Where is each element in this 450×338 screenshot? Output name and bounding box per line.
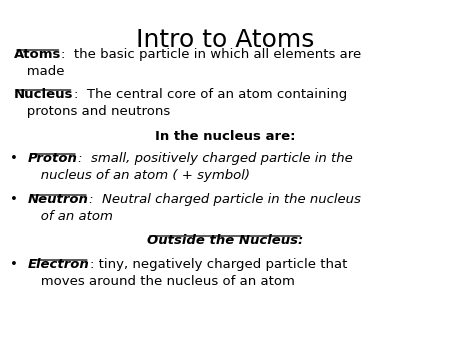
Text: :  the basic particle in which all elements are: : the basic particle in which all elemen… — [61, 48, 362, 61]
Text: protons and neutrons: protons and neutrons — [14, 105, 170, 118]
Text: made: made — [14, 65, 64, 78]
Text: •: • — [10, 258, 18, 271]
Text: of an atom: of an atom — [28, 210, 113, 223]
Text: Proton: Proton — [28, 152, 78, 165]
Text: moves around the nucleus of an atom: moves around the nucleus of an atom — [28, 275, 295, 288]
Text: :  Neutral charged particle in the nucleus: : Neutral charged particle in the nucleu… — [89, 193, 361, 206]
Text: Outside the Nucleus:: Outside the Nucleus: — [147, 234, 303, 247]
Text: Nucleus: Nucleus — [14, 88, 73, 101]
Text: nucleus of an atom ( + symbol): nucleus of an atom ( + symbol) — [28, 169, 250, 182]
Text: Neutron: Neutron — [28, 193, 89, 206]
Text: :  small, positively charged particle in the: : small, positively charged particle in … — [78, 152, 353, 165]
Text: Electron: Electron — [28, 258, 90, 271]
Text: :  The central core of an atom containing: : The central core of an atom containing — [73, 88, 347, 101]
Text: Intro to Atoms: Intro to Atoms — [136, 28, 314, 52]
Text: •: • — [10, 193, 18, 206]
Text: •: • — [10, 152, 18, 165]
Text: : tiny, negatively charged particle that: : tiny, negatively charged particle that — [90, 258, 347, 271]
Text: Atoms: Atoms — [14, 48, 61, 61]
Text: In the nucleus are:: In the nucleus are: — [155, 130, 295, 143]
